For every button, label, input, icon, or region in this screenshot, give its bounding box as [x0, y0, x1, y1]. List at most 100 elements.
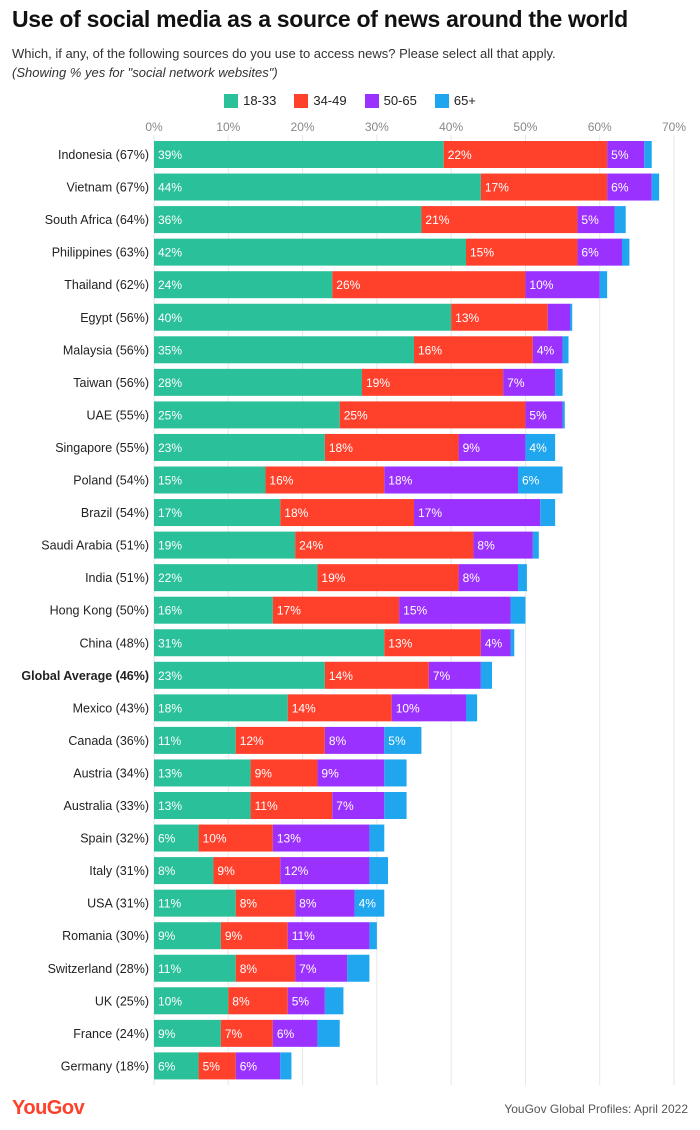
- bar-brazil-50-65: [414, 499, 541, 527]
- data-label: 13%: [388, 636, 412, 650]
- bar-hong-kong-50-65: [399, 596, 511, 624]
- bar-italy-65-plus: [369, 857, 388, 885]
- x-tick-label: 50%: [513, 120, 537, 134]
- bar-south-africa-18-33: [154, 206, 422, 234]
- data-label: 8%: [463, 571, 481, 585]
- data-label: 39%: [158, 148, 182, 162]
- data-label: 14%: [292, 701, 316, 715]
- legend-label-18-33: 18-33: [243, 93, 277, 108]
- bar-taiwan-50-65: [503, 368, 556, 396]
- legend-label-50-65: 50-65: [383, 93, 417, 108]
- category-label-uae: UAE (55%): [86, 408, 149, 422]
- bar-hong-kong-65-plus: [510, 596, 526, 624]
- bar-china-18-33: [154, 629, 385, 657]
- bar-singapore-65-plus: [525, 433, 556, 461]
- bar-poland-50-65: [384, 466, 518, 494]
- data-label: 9%: [158, 1027, 176, 1041]
- bar-hong-kong-34-49: [272, 596, 400, 624]
- bar-uae-50-65: [525, 401, 563, 429]
- category-label-indonesia: Indonesia (67%): [58, 148, 149, 162]
- bar-italy-50-65: [280, 857, 370, 885]
- bar-indonesia-65-plus: [644, 141, 652, 168]
- bar-uk-18-33: [154, 987, 229, 1015]
- data-label: 15%: [158, 474, 182, 488]
- data-label: 24%: [299, 539, 323, 553]
- data-label: 14%: [329, 669, 353, 683]
- bar-india-18-33: [154, 564, 318, 592]
- category-label-china: China (48%): [80, 636, 149, 650]
- bar-romania-18-33: [154, 922, 221, 950]
- data-label: 18%: [329, 441, 353, 455]
- data-label: 8%: [240, 897, 258, 911]
- data-label: 8%: [240, 962, 258, 976]
- data-label: 7%: [433, 669, 451, 683]
- data-label: 6%: [522, 474, 540, 488]
- bar-usa-18-33: [154, 889, 236, 917]
- bar-usa-65-plus: [354, 889, 385, 917]
- bar-philippines-50-65: [577, 238, 622, 266]
- x-tick-label: 10%: [216, 120, 240, 134]
- data-label: 6%: [158, 1059, 176, 1073]
- data-label: 13%: [158, 799, 182, 813]
- bar-thailand-65-plus: [599, 271, 608, 299]
- data-label: 7%: [507, 376, 525, 390]
- data-label: 17%: [158, 506, 182, 520]
- data-label: 31%: [158, 636, 182, 650]
- data-label: 19%: [158, 539, 182, 553]
- bar-mexico-18-33: [154, 694, 288, 722]
- bar-vietnam-50-65: [607, 173, 652, 201]
- bar-uae-18-33: [154, 401, 340, 429]
- bar-india-65-plus: [518, 564, 527, 592]
- data-label: 8%: [299, 897, 317, 911]
- legend-label-34-49: 34-49: [313, 93, 347, 108]
- bar-france-34-49: [220, 1019, 273, 1047]
- chart-legend: 18-33 34-49 50-65 65+: [0, 93, 700, 108]
- data-label: 13%: [158, 766, 182, 780]
- data-label: 10%: [203, 832, 227, 846]
- data-label: 5%: [611, 148, 629, 162]
- x-tick-label: 70%: [662, 120, 686, 134]
- bar-australia-50-65: [332, 792, 385, 819]
- data-label: 11%: [158, 897, 181, 911]
- data-label: 17%: [418, 506, 442, 520]
- data-label: 15%: [403, 604, 427, 618]
- legend-swatch-50-65: [364, 93, 379, 108]
- bar-south-africa-50-65: [577, 206, 615, 234]
- bar-philippines-65-plus: [622, 238, 630, 266]
- x-tick-label: 60%: [588, 120, 612, 134]
- bar-global-average-50-65: [428, 661, 481, 689]
- bar-singapore-50-65: [458, 433, 526, 461]
- bar-malaysia-50-65: [532, 336, 563, 364]
- bar-south-africa-65-plus: [614, 206, 626, 234]
- category-label-germany: Germany (18%): [61, 1059, 149, 1073]
- data-label: 10%: [158, 994, 182, 1008]
- data-label: 9%: [463, 441, 481, 455]
- bar-canada-18-33: [154, 726, 236, 754]
- bar-australia-34-49: [250, 792, 333, 819]
- data-label: 40%: [158, 311, 182, 325]
- bar-brazil-34-49: [280, 499, 414, 527]
- x-tick-label: 30%: [365, 120, 389, 134]
- category-label-egypt: Egypt (56%): [80, 311, 149, 325]
- bar-india-34-49: [317, 564, 459, 592]
- source-note: YouGov Global Profiles: April 2022: [504, 1102, 688, 1116]
- bar-mexico-50-65: [391, 694, 466, 722]
- data-label: 13%: [277, 832, 301, 846]
- data-label: 10%: [529, 278, 553, 292]
- data-label: 9%: [217, 864, 235, 878]
- data-label: 6%: [240, 1059, 258, 1073]
- data-label: 9%: [321, 766, 339, 780]
- bar-singapore-34-49: [324, 433, 459, 461]
- bar-indonesia-50-65: [607, 141, 645, 168]
- bar-uk-65-plus: [324, 987, 344, 1015]
- data-label: 26%: [336, 278, 360, 292]
- data-label: 12%: [240, 734, 264, 748]
- category-label-hong-kong: Hong Kong (50%): [50, 604, 149, 618]
- bar-malaysia-18-33: [154, 336, 414, 364]
- category-label-canada: Canada (36%): [68, 734, 149, 748]
- bar-poland-34-49: [265, 466, 385, 494]
- category-label-mexico: Mexico (43%): [73, 701, 149, 715]
- legend-swatch-34-49: [294, 93, 309, 108]
- bar-thailand-18-33: [154, 271, 333, 299]
- data-label: 5%: [292, 994, 310, 1008]
